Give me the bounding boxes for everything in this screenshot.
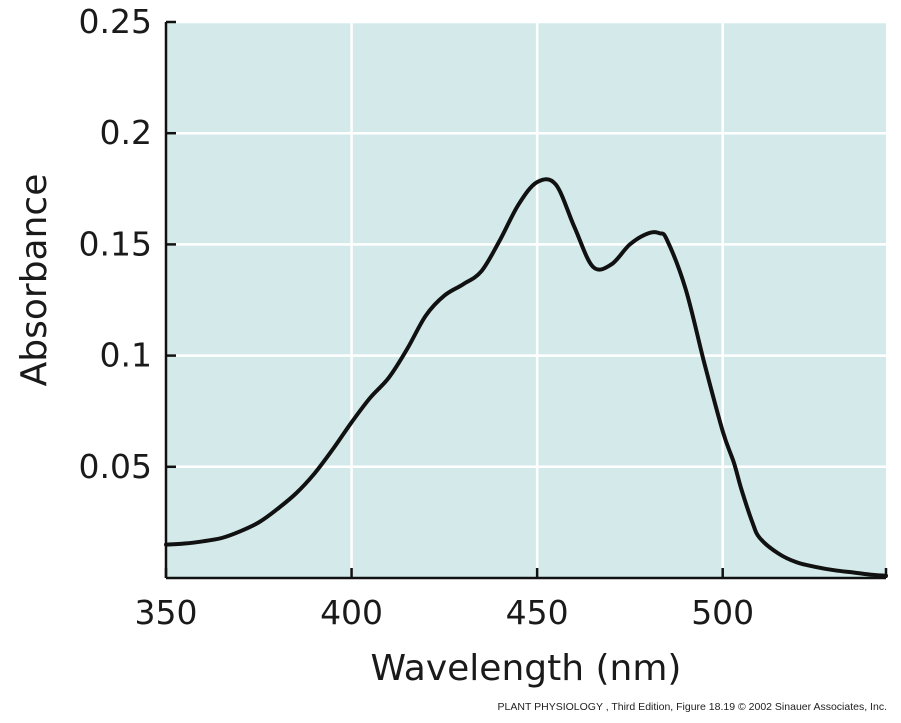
absorbance-curve xyxy=(164,177,888,578)
x-axis-title: Wavelength (nm) xyxy=(371,648,682,689)
y-tick-label: 0.25 xyxy=(79,2,152,41)
x-axis-ticks: 350 400 450 500 xyxy=(135,568,888,632)
y-axis-title: Absorbance xyxy=(14,174,55,387)
plot-area-background xyxy=(166,22,886,578)
y-tick-label: 0.1 xyxy=(100,336,152,375)
x-tick-label: 400 xyxy=(320,593,383,632)
x-tick-label: 350 xyxy=(135,593,198,632)
y-tick-label: 0.15 xyxy=(79,224,152,263)
x-tick-label: 500 xyxy=(691,593,754,632)
x-tick-label: 450 xyxy=(506,593,569,632)
y-tick-label: 0.05 xyxy=(79,447,152,486)
y-tick-label: 0.2 xyxy=(100,113,152,152)
y-axis-ticks: 0.05 0.1 0.15 0.2 0.25 xyxy=(79,2,176,486)
figure-credit: PLANT PHYSIOLOGY , Third Edition, Figure… xyxy=(497,701,887,713)
gridlines xyxy=(166,20,886,578)
